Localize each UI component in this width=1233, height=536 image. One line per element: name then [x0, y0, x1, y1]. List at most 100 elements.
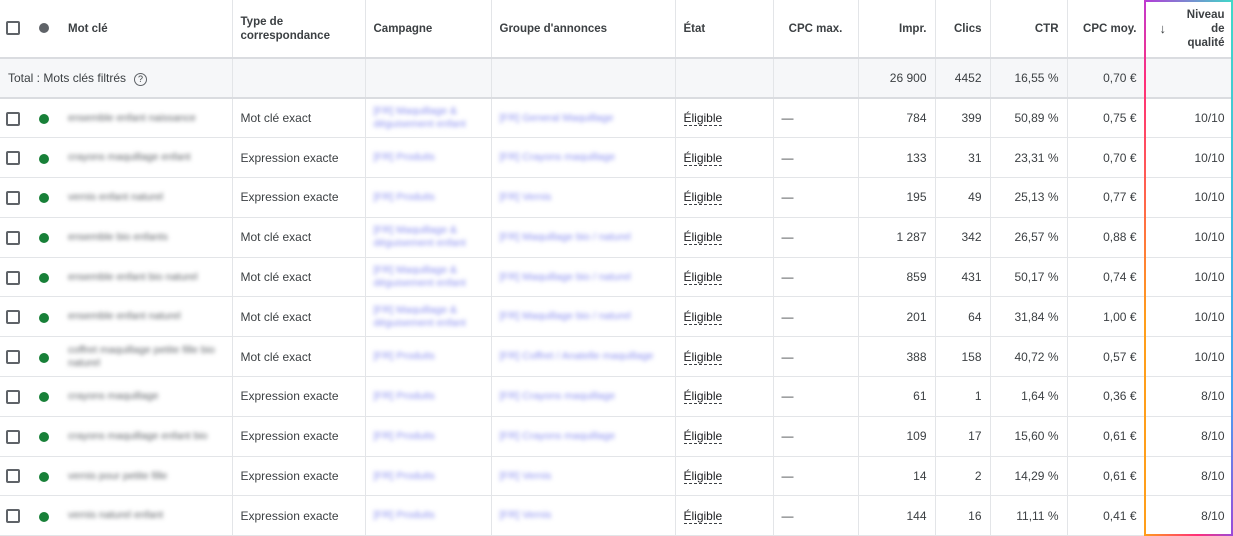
status-enabled-icon[interactable] [39, 153, 49, 164]
row-checkbox[interactable] [6, 509, 20, 524]
status-enabled-icon[interactable] [39, 471, 49, 482]
cpc-max[interactable]: — [773, 336, 859, 378]
adgroup-link[interactable]: [FR] Crayons maquillage [499, 151, 616, 164]
adgroup-link[interactable]: [FR] Vernis [499, 469, 552, 482]
cpc-max[interactable]: — [773, 177, 859, 218]
cpc-max[interactable]: — [773, 376, 859, 417]
col-cpc-moy[interactable]: CPC moy. [1067, 0, 1146, 59]
status-text[interactable]: Éligible [683, 508, 723, 524]
keyword-link[interactable]: ensemble enfant naissance [68, 111, 196, 124]
col-ctr[interactable]: CTR [990, 0, 1068, 59]
col-niveau-qualite[interactable]: ↓ Niveau de qualité [1145, 0, 1233, 59]
cpc-moy: 0,74 € [1067, 257, 1146, 298]
campaign-link[interactable]: [FR] Produits [373, 429, 435, 442]
keyword-link[interactable]: vernis naturel enfant [68, 509, 164, 522]
cpc-max[interactable]: — [773, 217, 859, 258]
row-checkbox[interactable] [6, 350, 20, 365]
keyword-link[interactable]: vernis enfant naturel [68, 190, 164, 203]
row-checkbox[interactable] [6, 469, 20, 484]
campaign-link[interactable]: [FR] Produits [373, 509, 435, 522]
status-enabled-icon[interactable] [39, 511, 49, 522]
select-all-checkbox[interactable] [6, 21, 20, 36]
status-enabled-icon[interactable] [39, 432, 49, 443]
adgroup-link[interactable]: [FR] General Maquillage [499, 111, 614, 124]
status-text[interactable]: Éligible [683, 270, 723, 286]
col-mot-cle[interactable]: Mot clé [60, 0, 233, 59]
adgroup-link[interactable]: [FR] Coffret / Anatelle maquillage [499, 350, 654, 363]
campaign-link[interactable]: [FR] Produits [373, 389, 435, 402]
quality-score: 10/10 [1145, 137, 1233, 179]
help-icon[interactable]: ? [134, 72, 148, 86]
status-enabled-icon[interactable] [39, 272, 49, 283]
adgroup-link[interactable]: [FR] Crayons maquillage [499, 429, 616, 442]
row-checkbox[interactable] [6, 111, 20, 126]
status-text[interactable]: Éligible [683, 190, 723, 206]
keyword-link[interactable]: vernis pour petite fille [68, 469, 168, 482]
status-text[interactable]: Éligible [683, 469, 723, 485]
cpc-moy: 0,57 € [1067, 336, 1146, 378]
keyword-link[interactable]: coffret maquillage petite fille bio natu… [68, 343, 215, 369]
adgroup-link[interactable]: [FR] Vernis [499, 509, 552, 522]
col-groupe[interactable]: Groupe d'annonces [491, 0, 676, 59]
row-checkbox[interactable] [6, 190, 20, 205]
ctr: 31,84 % [990, 296, 1068, 338]
row-checkbox[interactable] [6, 310, 20, 325]
match-type: Mot clé exact [232, 296, 366, 338]
col-campagne[interactable]: Campagne [365, 0, 492, 59]
keyword-link[interactable]: crayons maquillage [68, 389, 159, 402]
status-text[interactable]: Éligible [683, 349, 723, 365]
keyword-link[interactable]: ensemble enfant naturel [68, 310, 181, 323]
adgroup-link[interactable]: [FR] Maquillage bio / naturel [499, 230, 631, 243]
status-enabled-icon[interactable] [39, 352, 49, 363]
cpc-max[interactable]: — [773, 98, 859, 139]
status-enabled-icon[interactable] [39, 193, 49, 204]
table-row: vernis pour petite fille Expression exac… [0, 456, 1233, 497]
adgroup-link[interactable]: [FR] Maquillage bio / naturel [499, 310, 631, 323]
campaign-link[interactable]: [FR] Maquillage & déguisement enfant [373, 105, 466, 131]
row-checkbox[interactable] [6, 389, 20, 404]
col-cpc-max[interactable]: CPC max. [773, 0, 859, 59]
col-clics[interactable]: Clics [935, 0, 991, 59]
cpc-max[interactable]: — [773, 456, 859, 497]
match-type: Expression exacte [232, 177, 366, 218]
campaign-link[interactable]: [FR] Maquillage & déguisement enfant [373, 264, 466, 290]
adgroup-link[interactable]: [FR] Crayons maquillage [499, 389, 616, 402]
keyword-link[interactable]: ensemble bio enfants [68, 230, 168, 243]
col-etat[interactable]: État [675, 0, 774, 59]
cpc-max[interactable]: — [773, 416, 859, 457]
status-enabled-icon[interactable] [39, 113, 49, 124]
campaign-link[interactable]: [FR] Produits [373, 190, 435, 203]
row-checkbox[interactable] [6, 230, 20, 245]
cpc-max[interactable]: — [773, 137, 859, 179]
keyword-link[interactable]: crayons maquillage enfant [68, 151, 191, 164]
col-impr[interactable]: Impr. [858, 0, 936, 59]
col-type[interactable]: Type de correspondance [232, 0, 366, 59]
campaign-link[interactable]: [FR] Maquillage & déguisement enfant [373, 303, 466, 329]
row-checkbox[interactable] [6, 270, 20, 285]
keyword-link[interactable]: ensemble enfant bio naturel [68, 270, 198, 283]
match-type: Mot clé exact [232, 257, 366, 298]
cpc-max[interactable]: — [773, 495, 859, 536]
status-enabled-icon[interactable] [39, 392, 49, 403]
row-checkbox[interactable] [6, 429, 20, 444]
status-text[interactable]: Éligible [683, 429, 723, 445]
adgroup-link[interactable]: [FR] Maquillage bio / naturel [499, 270, 631, 283]
status-text[interactable]: Éligible [683, 230, 723, 246]
status-header-icon[interactable] [39, 23, 49, 34]
campaign-link[interactable]: [FR] Produits [373, 151, 435, 164]
status-text[interactable]: Éligible [683, 150, 723, 166]
status-text[interactable]: Éligible [683, 389, 723, 405]
keyword-link[interactable]: crayons maquillage enfant bio [68, 429, 208, 442]
adgroup-link[interactable]: [FR] Vernis [499, 190, 552, 203]
campaign-link[interactable]: [FR] Maquillage & déguisement enfant [373, 224, 466, 250]
row-checkbox[interactable] [6, 151, 20, 166]
cpc-max[interactable]: — [773, 296, 859, 338]
cpc-max[interactable]: — [773, 257, 859, 298]
status-text[interactable]: Éligible [683, 111, 723, 127]
status-enabled-icon[interactable] [39, 233, 49, 244]
status-text[interactable]: Éligible [683, 309, 723, 325]
clics: 17 [935, 416, 991, 457]
status-enabled-icon[interactable] [39, 312, 49, 323]
campaign-link[interactable]: [FR] Produits [373, 469, 435, 482]
campaign-link[interactable]: [FR] Produits [373, 350, 435, 363]
